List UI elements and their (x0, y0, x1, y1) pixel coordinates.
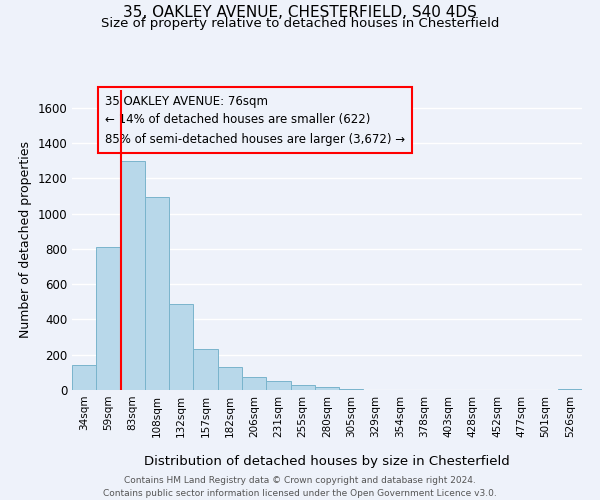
Bar (266, 381, 290, 390)
Bar (169, 304, 193, 390)
Text: 35, OAKLEY AVENUE, CHESTERFIELD, S40 4DS: 35, OAKLEY AVENUE, CHESTERFIELD, S40 4DS (123, 5, 477, 20)
Bar (315, 387, 339, 390)
Bar (145, 197, 169, 390)
Bar (96, 247, 121, 390)
Text: Size of property relative to detached houses in Chesterfield: Size of property relative to detached ho… (101, 18, 499, 30)
Bar (558, 389, 582, 390)
Bar (339, 389, 364, 390)
Bar (72, 366, 96, 390)
Text: Distribution of detached houses by size in Chesterfield: Distribution of detached houses by size … (144, 455, 510, 468)
Bar (290, 385, 315, 390)
Bar (218, 367, 242, 390)
Bar (121, 162, 145, 390)
Y-axis label: Number of detached properties: Number of detached properties (19, 142, 32, 338)
Bar (193, 348, 218, 390)
Text: 35 OAKLEY AVENUE: 76sqm
← 14% of detached houses are smaller (622)
85% of semi-d: 35 OAKLEY AVENUE: 76sqm ← 14% of detache… (105, 94, 405, 146)
Bar (242, 377, 266, 390)
Text: Contains HM Land Registry data © Crown copyright and database right 2024.
Contai: Contains HM Land Registry data © Crown c… (103, 476, 497, 498)
